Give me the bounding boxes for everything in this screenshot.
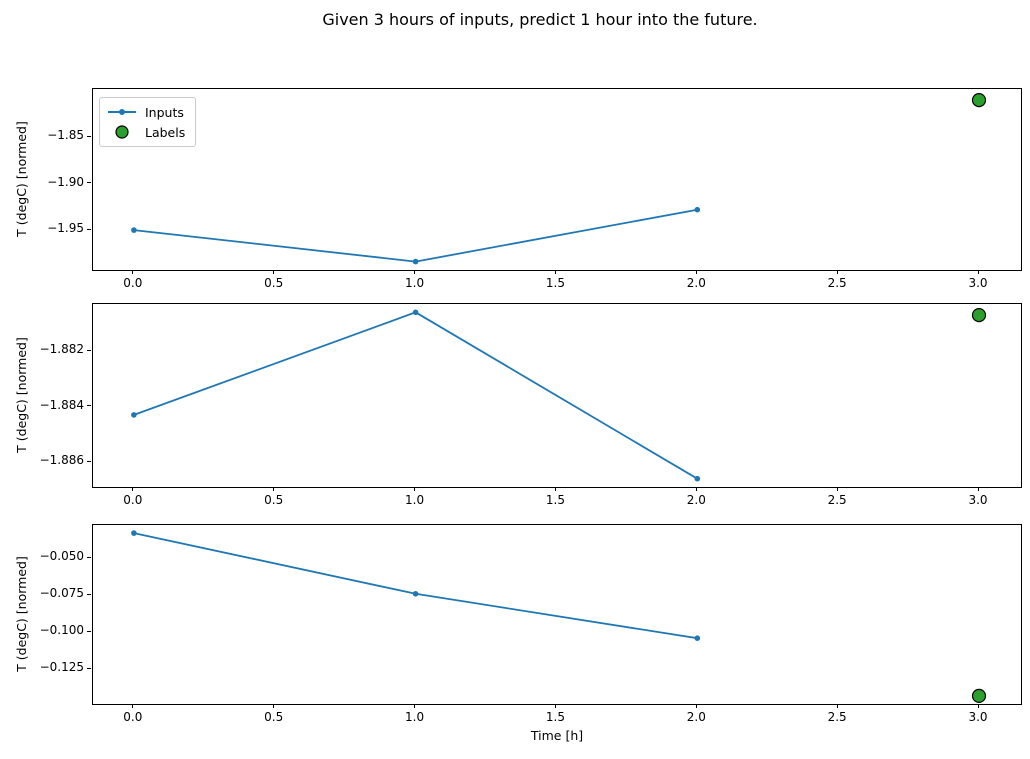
labels-point — [971, 688, 987, 703]
legend-item-labels: Labels — [107, 122, 185, 142]
inputs-point — [694, 206, 701, 213]
x-tick-label: 1.0 — [405, 710, 425, 724]
x-tick — [977, 487, 979, 491]
x-tick — [273, 487, 275, 491]
y-tick-label: −1.882 — [39, 342, 84, 357]
inputs-point — [131, 227, 137, 233]
plot-canvas — [131, 93, 987, 265]
x-tick — [695, 270, 697, 274]
x-tick-label: 2.0 — [686, 710, 706, 724]
x-tick — [414, 487, 416, 491]
inputs-point — [131, 530, 137, 536]
plot-canvas — [131, 308, 987, 482]
inputs-point — [412, 309, 419, 316]
subplot-1: Inputs Labels — [92, 88, 1022, 271]
x-tick — [977, 270, 979, 274]
x-tick — [836, 270, 838, 274]
inputs-point — [131, 412, 137, 418]
inputs-point — [412, 258, 419, 265]
y-tick — [87, 593, 91, 595]
y-tick-label: −0.050 — [39, 549, 84, 564]
inputs-point — [694, 475, 701, 482]
y-tick-label: −1.85 — [47, 128, 84, 143]
x-tick-label: 0.5 — [264, 493, 284, 507]
x-tick-label: 0.0 — [123, 276, 143, 290]
x-tick — [132, 487, 134, 491]
y-tick — [87, 460, 91, 462]
labels-point — [971, 308, 987, 323]
x-tick — [132, 704, 134, 708]
inputs-line-icon — [108, 109, 136, 115]
inputs-line — [133, 208, 698, 263]
y-tick-label: −1.884 — [39, 397, 84, 412]
x-tick-label: 2.0 — [686, 276, 706, 290]
x-tick-label: 0.0 — [123, 493, 143, 507]
legend-label-labels: Labels — [145, 124, 186, 140]
x-tick-label: 1.0 — [405, 276, 425, 290]
inputs-line — [133, 532, 698, 640]
x-tick-label: 3.0 — [968, 493, 988, 507]
x-tick — [132, 270, 134, 274]
y-tick — [87, 405, 91, 407]
x-tick — [554, 487, 556, 491]
y-tick-label: −0.125 — [39, 660, 84, 675]
figure-title: Given 3 hours of inputs, predict 1 hour … — [322, 10, 758, 29]
legend-item-inputs: Inputs — [107, 102, 185, 122]
y-tick-label: −0.100 — [39, 623, 84, 638]
x-tick — [836, 704, 838, 708]
x-tick-label: 1.5 — [545, 710, 565, 724]
x-tick — [554, 704, 556, 708]
subplot-2 — [92, 303, 1022, 488]
y-tick-label: −1.886 — [39, 453, 84, 468]
y-tick — [87, 630, 91, 632]
x-tick — [695, 487, 697, 491]
x-tick — [695, 704, 697, 708]
x-tick-label: 0.5 — [264, 710, 284, 724]
x-tick — [273, 704, 275, 708]
x-tick-label: 3.0 — [968, 276, 988, 290]
legend-label-inputs: Inputs — [145, 104, 184, 120]
labels-point — [971, 93, 987, 108]
y-tick — [87, 556, 91, 558]
x-tick — [554, 270, 556, 274]
x-tick — [414, 704, 416, 708]
y-tick — [87, 228, 91, 230]
labels-circle-icon — [115, 125, 129, 139]
inputs-point — [694, 635, 701, 641]
legend: Inputs Labels — [99, 97, 197, 147]
y-tick-label: −0.075 — [39, 586, 84, 601]
x-tick-label: 0.5 — [264, 276, 284, 290]
x-tick — [836, 487, 838, 491]
x-tick-label: 1.5 — [545, 276, 565, 290]
x-tick-label: 3.0 — [968, 710, 988, 724]
x-tick-label: 1.0 — [405, 493, 425, 507]
x-axis-label: Time [h] — [530, 728, 584, 743]
x-tick-label: 2.0 — [686, 493, 706, 507]
y-tick-label: −1.95 — [47, 221, 84, 236]
x-tick-label: 2.5 — [827, 493, 847, 507]
plot-canvas — [131, 530, 987, 703]
y-tick — [87, 349, 91, 351]
subplot-3 — [92, 524, 1022, 705]
x-tick-label: 0.0 — [123, 710, 143, 724]
x-tick — [977, 704, 979, 708]
y-tick — [87, 182, 91, 184]
x-tick-label: 2.5 — [827, 710, 847, 724]
y-tick-label: −1.90 — [47, 174, 84, 189]
y-tick — [87, 135, 91, 137]
x-tick — [414, 270, 416, 274]
x-tick-label: 2.5 — [827, 276, 847, 290]
x-tick — [273, 270, 275, 274]
inputs-point — [412, 591, 419, 597]
inputs-line — [133, 311, 698, 480]
y-tick — [87, 667, 91, 669]
x-tick-label: 1.5 — [545, 493, 565, 507]
